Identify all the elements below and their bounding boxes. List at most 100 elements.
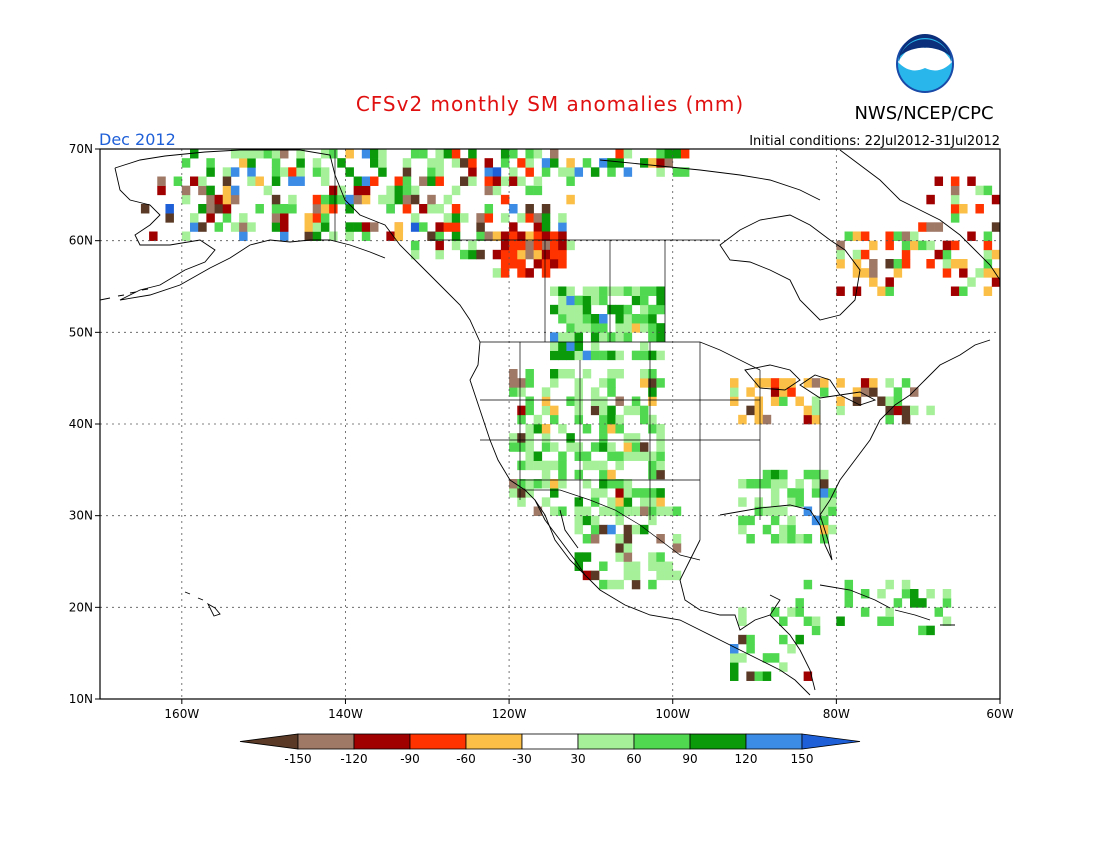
anomaly-cell [803, 405, 813, 416]
lon-tick-label: 160W [164, 707, 199, 721]
anomaly-cell [615, 534, 624, 544]
anomaly-cell [607, 579, 616, 590]
chart-title: CFSv2 monthly SM anomalies (mm) [356, 92, 744, 116]
anomaly-cell [500, 268, 510, 278]
anomaly-cell [738, 479, 747, 489]
anomaly-cell [860, 387, 870, 397]
anomaly-cell [656, 460, 665, 471]
coastlines [99, 149, 1001, 696]
anomaly-cell [746, 644, 755, 654]
anomaly-cell [427, 176, 436, 186]
anomaly-cell [738, 414, 747, 425]
anomaly-cell [910, 387, 919, 397]
anomaly-cell [435, 149, 444, 159]
anomaly-cell [599, 314, 608, 324]
anomaly-cell [451, 222, 461, 232]
anomaly-cell [615, 488, 624, 498]
anomaly-cell [991, 222, 1001, 232]
anomaly-cell [607, 304, 616, 315]
anomaly-cell [910, 240, 919, 251]
anomaly-cell [844, 598, 854, 608]
anomaly-cell [648, 387, 657, 397]
anomaly-cell [615, 552, 624, 562]
anomaly-cell [795, 488, 804, 498]
anomaly-cell [378, 149, 387, 159]
anomaly-cell [533, 506, 543, 516]
anomaly-cell [558, 341, 567, 351]
anomaly-cell [541, 442, 551, 452]
anomaly-cell [517, 249, 526, 260]
anomaly-cell [181, 185, 191, 196]
anomaly-cell [410, 185, 420, 196]
anomaly-cell [410, 213, 420, 223]
anomaly-cell [746, 515, 755, 526]
anomaly-cell [623, 534, 633, 544]
anomaly-cell [762, 653, 772, 663]
anomaly-cell [738, 497, 747, 507]
anomaly-cell [648, 424, 657, 434]
initial-conditions-label: Initial conditions: 22Jul2012-31Jul2012 [749, 134, 1000, 149]
anomaly-cell [599, 442, 608, 452]
anomaly-cell [427, 158, 436, 168]
anomaly-cell [656, 167, 665, 177]
anomaly-cell [312, 213, 322, 223]
anomaly-cell [910, 231, 919, 241]
anomaly-cell [468, 176, 477, 186]
anomaly-cell [484, 158, 494, 168]
anomaly-cell [852, 231, 862, 241]
anomaly-cell [648, 286, 657, 296]
anomaly-cell [631, 405, 641, 416]
anomaly-cell [247, 167, 256, 177]
anomaly-cell [451, 158, 461, 168]
anomaly-cell [860, 249, 870, 260]
anomaly-cell [517, 213, 526, 223]
anomaly-cell [582, 534, 592, 544]
anomaly-cell [770, 387, 780, 397]
anomaly-cell [222, 185, 232, 196]
anomaly-cell [590, 314, 600, 324]
anomaly-cell [615, 158, 624, 168]
anomaly-cell [983, 286, 993, 296]
anomaly-cell [893, 387, 903, 397]
anomaly-cell [181, 158, 191, 168]
anomaly-cell [803, 579, 813, 590]
colorbar-bin [689, 733, 747, 750]
anomaly-cell [599, 350, 608, 361]
colorbar-bin [577, 733, 635, 750]
anomaly-cell [500, 231, 510, 241]
anomaly-cell [271, 222, 281, 232]
anomaly-cell [926, 589, 935, 599]
anomaly-cell [795, 598, 804, 608]
anomaly-cell [607, 524, 616, 535]
anomaly-cell [607, 405, 616, 416]
anomaly-cell [623, 286, 633, 296]
colorbar-label: -120 [340, 752, 367, 766]
anomaly-cell [836, 396, 845, 406]
colorbar-bin [801, 733, 861, 750]
anomaly-cell [484, 185, 494, 196]
anomaly-cell [222, 204, 232, 214]
anomaly-cell [950, 286, 960, 296]
anomaly-cell [901, 414, 911, 425]
anomaly-cell [582, 369, 592, 379]
anomaly-cell [787, 515, 796, 526]
anomaly-cell [271, 158, 281, 168]
anomaly-cell [410, 149, 420, 159]
anomaly-cell [991, 194, 1001, 205]
anomaly-cell [517, 479, 526, 489]
anomaly-cell [492, 268, 502, 278]
anomaly-cell [550, 460, 559, 471]
anomaly-cell [599, 332, 608, 342]
anomaly-cell [860, 231, 870, 241]
anomaly-cell [852, 259, 862, 269]
anomaly-cell [656, 433, 665, 443]
anomaly-cell [828, 488, 837, 498]
anomaly-cell [517, 378, 526, 388]
anomaly-cell [656, 295, 665, 306]
anomaly-cell [770, 607, 780, 617]
anomaly-cell [574, 552, 584, 562]
anomaly-cell [206, 204, 215, 214]
anomaly-cell [811, 396, 821, 406]
anomaly-cell [893, 231, 903, 241]
anomaly-cell [361, 185, 371, 196]
